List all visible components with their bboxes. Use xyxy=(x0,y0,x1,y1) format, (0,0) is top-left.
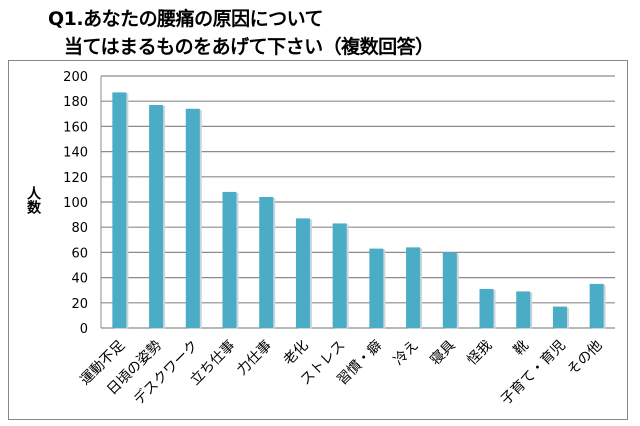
x-tick-label: 老化 xyxy=(281,338,312,369)
x-tick-label: 靴 xyxy=(511,338,532,359)
y-tick-label: 40 xyxy=(71,272,88,287)
bar xyxy=(516,291,531,328)
y-tick-label: 0 xyxy=(80,322,88,337)
chart-title-line-1: Q1.あなたの腰痛の原因について xyxy=(48,8,324,30)
x-tick-label: その他 xyxy=(564,338,605,379)
bar xyxy=(259,196,274,328)
bar xyxy=(406,247,421,328)
x-tick-label: 寝具 xyxy=(427,337,459,369)
bar xyxy=(149,104,164,328)
bar xyxy=(552,306,567,328)
bar xyxy=(222,191,237,328)
bar xyxy=(442,252,457,328)
bar xyxy=(185,108,200,328)
bar xyxy=(295,218,310,328)
y-axis-label: 人数 xyxy=(25,185,41,215)
bar xyxy=(369,248,384,328)
y-tick-label: 60 xyxy=(71,246,88,261)
y-tick-label: 80 xyxy=(71,221,88,236)
y-tick-label: 160 xyxy=(63,120,88,135)
chart-frame xyxy=(8,60,628,420)
y-tick-label: 20 xyxy=(71,297,88,312)
y-tick-label: 120 xyxy=(63,171,88,186)
bar xyxy=(332,223,347,328)
y-tick-label: 100 xyxy=(63,196,88,211)
y-tick-label: 180 xyxy=(63,95,88,110)
x-tick-label: 冷え xyxy=(391,338,422,369)
bar xyxy=(479,288,494,328)
x-tick-label: 力仕事 xyxy=(234,338,275,379)
x-tick-label: 怪我 xyxy=(464,338,495,369)
x-tick-label: 子育て・育児 xyxy=(498,338,569,409)
bar xyxy=(112,92,127,328)
chart-title-line-2: 当てはまるものをあげて下さい（複数回答） xyxy=(64,36,434,58)
y-tick-label: 200 xyxy=(63,70,88,85)
y-tick-label: 140 xyxy=(63,146,88,161)
bar xyxy=(589,283,604,328)
